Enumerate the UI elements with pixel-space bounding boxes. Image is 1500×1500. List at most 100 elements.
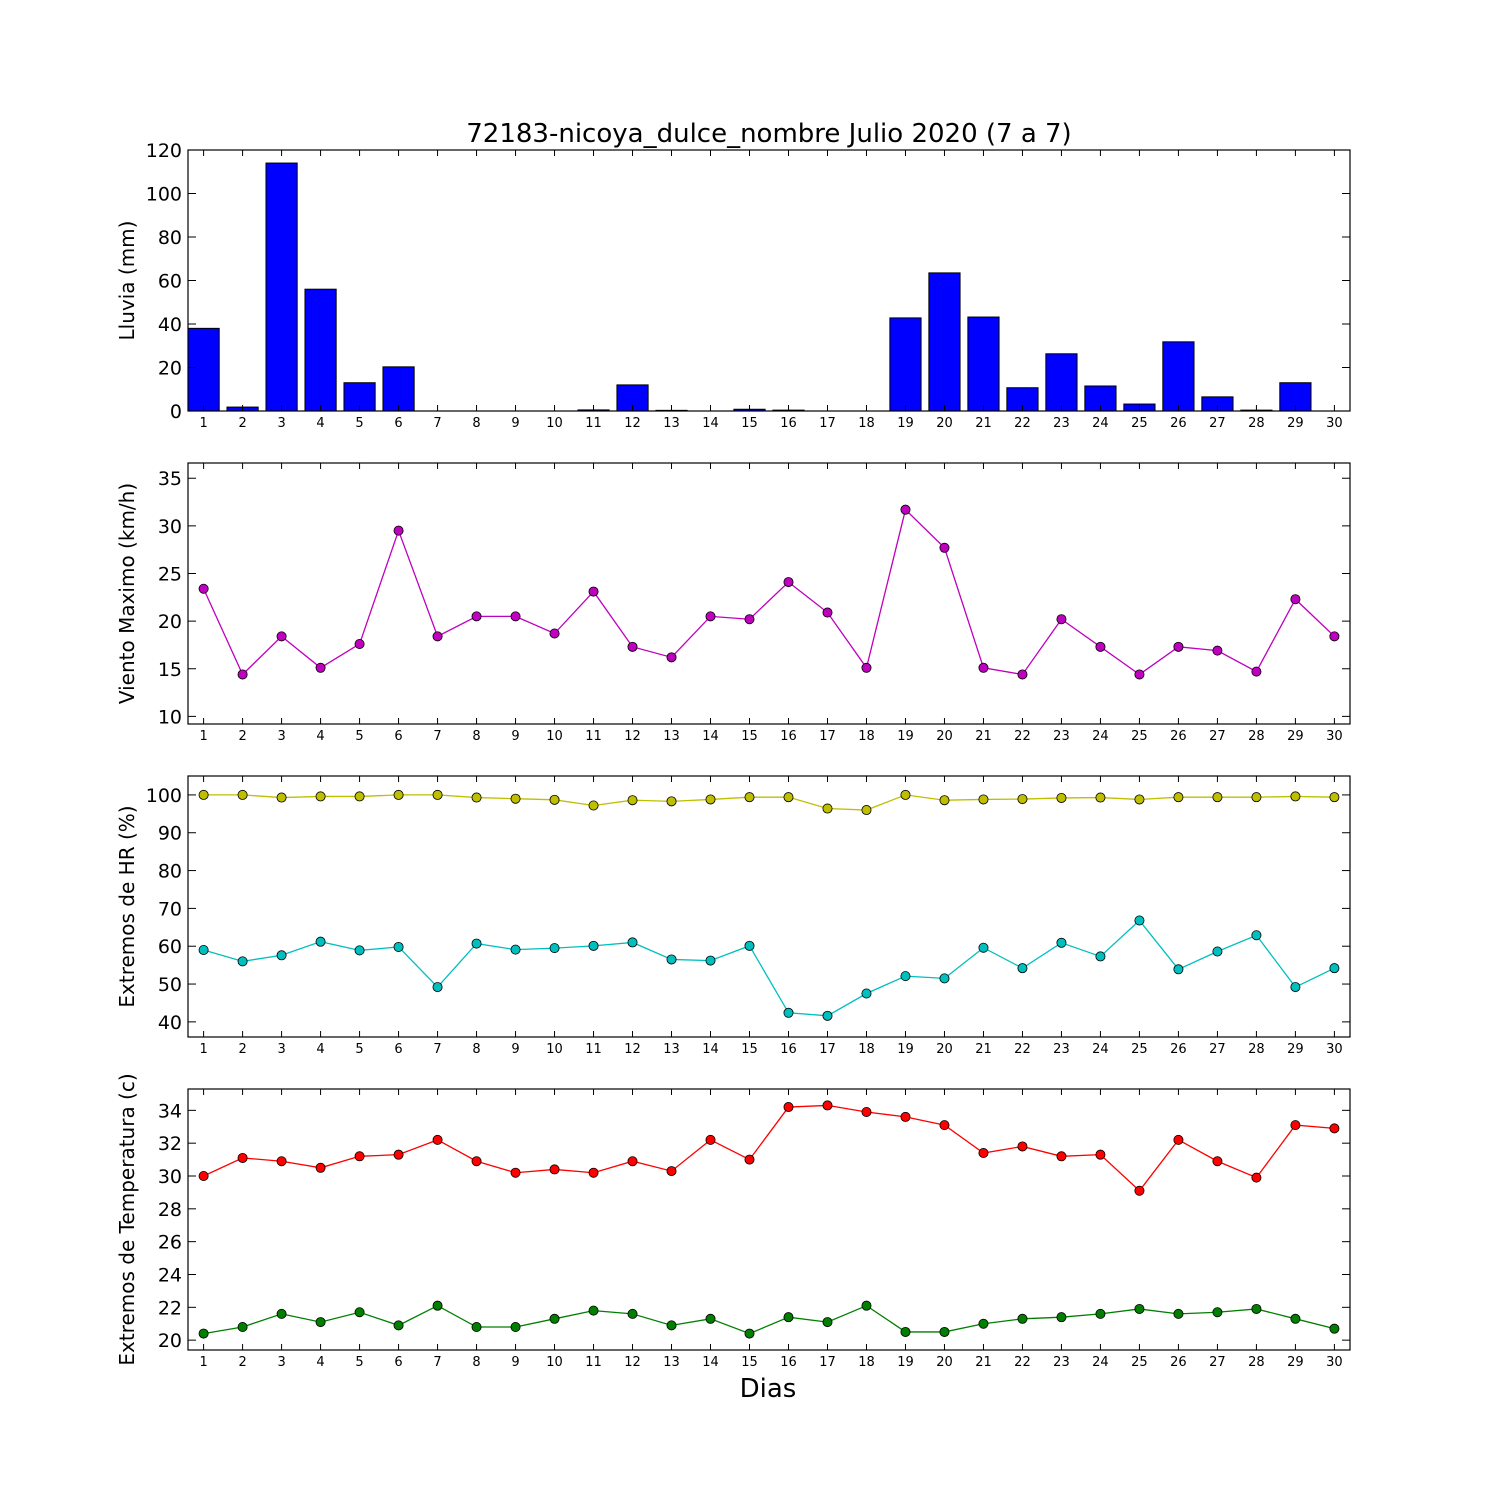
series-2-point-day-23	[1056, 1312, 1067, 1323]
x-tick-label: 1	[199, 1355, 207, 1370]
x-tick-label: 16	[780, 729, 797, 744]
series-1-point-day-16	[783, 577, 794, 588]
x-tick-label: 19	[897, 416, 914, 431]
x-tick-label: 12	[624, 729, 641, 744]
series-1-point-day-20	[939, 542, 950, 553]
x-tick-label: 24	[1092, 729, 1109, 744]
x-tick-label: 7	[433, 1355, 441, 1370]
series-2-point-day-21	[978, 942, 989, 953]
series-1-point-day-22	[1017, 669, 1028, 680]
series-1-point-day-11	[588, 800, 599, 811]
x-tick-label: 18	[858, 1042, 875, 1057]
x-tick-label: 19	[897, 1355, 914, 1370]
x-tick-label: 16	[780, 1355, 797, 1370]
x-tick-label: 24	[1092, 1355, 1109, 1370]
bar-day-4	[304, 288, 337, 412]
series-1-point-day-26	[1173, 792, 1184, 803]
series-1-point-day-3	[276, 1156, 287, 1167]
series-1-point-day-28	[1251, 792, 1262, 803]
series-1-point-day-23	[1056, 1151, 1067, 1162]
x-tick-label: 3	[277, 416, 285, 431]
x-tick-label: 21	[975, 416, 992, 431]
x-tick-label: 18	[858, 416, 875, 431]
series-1-point-day-20	[939, 795, 950, 806]
series-2-point-day-8	[471, 1322, 482, 1333]
x-tick-label: 29	[1287, 416, 1304, 431]
y-tick-label: 80	[158, 227, 182, 249]
x-tick-label: 10	[546, 729, 563, 744]
x-tick-label: 22	[1014, 416, 1031, 431]
x-tick-label: 14	[702, 1355, 719, 1370]
y-tick-label: 32	[158, 1133, 182, 1155]
x-tick-label: 3	[277, 1042, 285, 1057]
bar-day-20	[928, 272, 961, 412]
series-2-point-day-20	[939, 1326, 950, 1337]
series-1-point-day-5	[354, 638, 365, 649]
series-1-point-day-19	[900, 1111, 911, 1122]
series-1-point-day-22	[1017, 1141, 1028, 1152]
x-tick-label: 10	[546, 1355, 563, 1370]
series-2-point-day-18	[861, 988, 872, 999]
series-2-point-day-2	[237, 1322, 248, 1333]
x-tick-label: 3	[277, 1355, 285, 1370]
x-tick-label: 22	[1014, 729, 1031, 744]
series-1-point-day-13	[666, 652, 677, 663]
x-tick-label: 5	[355, 1355, 363, 1370]
x-tick-label: 17	[819, 729, 836, 744]
series-2-point-day-9	[510, 944, 521, 955]
y-tick-label: 24	[158, 1264, 182, 1286]
series-1-point-day-7	[432, 1134, 443, 1145]
x-tick-label: 10	[546, 416, 563, 431]
series-1-point-day-12	[627, 1156, 638, 1167]
series-1-point-day-21	[978, 662, 989, 673]
x-tick-label: 26	[1170, 1355, 1187, 1370]
x-tick-label: 1	[199, 416, 207, 431]
y-axis-label: Lluvia (mm)	[115, 221, 139, 341]
x-tick-label: 30	[1326, 1355, 1343, 1370]
series-2-point-day-27	[1212, 1307, 1223, 1318]
series-1-point-day-17	[822, 803, 833, 814]
series-1-point-day-18	[861, 805, 872, 816]
y-tick-label: 90	[158, 823, 182, 845]
y-tick-label: 25	[158, 563, 182, 585]
x-tick-label: 8	[472, 729, 480, 744]
series-1-point-day-9	[510, 1167, 521, 1178]
axes-frame	[187, 462, 1351, 725]
series-2-point-day-27	[1212, 946, 1223, 957]
x-tick-label: 2	[238, 1042, 246, 1057]
series-2-point-day-26	[1173, 1308, 1184, 1319]
x-tick-label: 15	[741, 1042, 758, 1057]
x-tick-label: 12	[624, 1042, 641, 1057]
series-1-point-day-4	[315, 791, 326, 802]
x-tick-label: 28	[1248, 1355, 1265, 1370]
series-1-point-day-25	[1134, 794, 1145, 805]
x-tick-label: 30	[1326, 416, 1343, 431]
series-2-point-day-3	[276, 1308, 287, 1319]
series-2-point-day-4	[315, 936, 326, 947]
series-1-point-day-18	[861, 662, 872, 673]
x-tick-label: 23	[1053, 1355, 1070, 1370]
series-2-point-day-10	[549, 1313, 560, 1324]
series-1-point-day-30	[1329, 792, 1340, 803]
series-2-point-day-15	[744, 1328, 755, 1339]
series-2-point-day-8	[471, 938, 482, 949]
series-line-1	[203, 508, 1335, 676]
x-tick-label: 26	[1170, 416, 1187, 431]
series-2-point-day-22	[1017, 963, 1028, 974]
x-tick-label: 25	[1131, 729, 1148, 744]
series-1-point-day-14	[705, 611, 716, 622]
series-2-point-day-25	[1134, 1303, 1145, 1314]
x-tick-label: 2	[238, 416, 246, 431]
series-1-point-day-17	[822, 1100, 833, 1111]
x-tick-label: 27	[1209, 729, 1226, 744]
x-tick-label: 21	[975, 1042, 992, 1057]
series-1-point-day-14	[705, 1134, 716, 1145]
series-1-point-day-3	[276, 631, 287, 642]
bar-day-23	[1045, 353, 1078, 412]
y-tick-label: 20	[158, 1330, 182, 1352]
series-2-point-day-14	[705, 955, 716, 966]
x-tick-label: 5	[355, 416, 363, 431]
series-2-point-day-29	[1290, 982, 1301, 993]
x-tick-label: 24	[1092, 416, 1109, 431]
